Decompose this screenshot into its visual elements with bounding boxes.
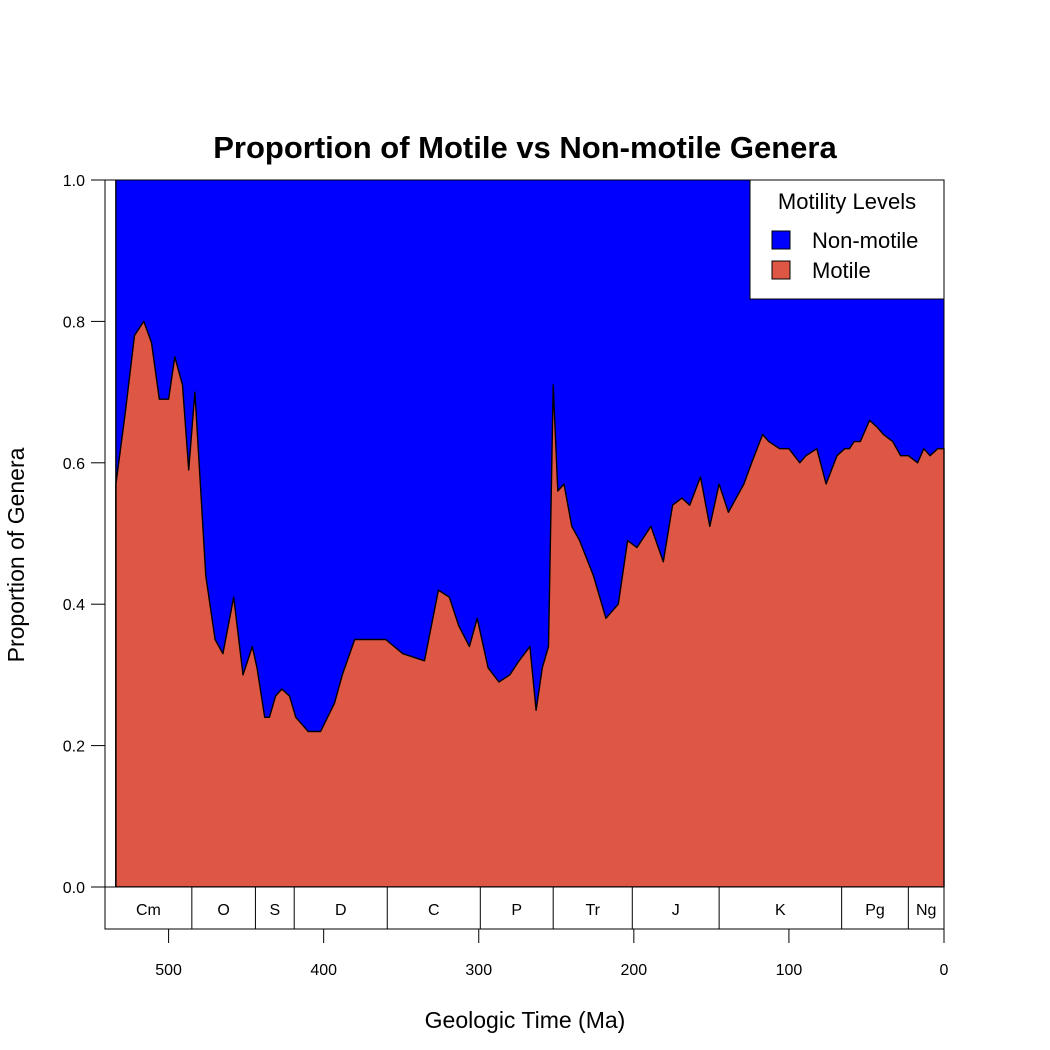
legend-label-non-motile: Non-motile bbox=[812, 228, 918, 253]
period-label: D bbox=[335, 902, 347, 919]
motile-area bbox=[115, 320, 945, 888]
y-tick-label: 1.0 bbox=[63, 173, 85, 190]
y-tick-label: 0.8 bbox=[63, 314, 85, 331]
period-label: O bbox=[217, 902, 229, 919]
x-tick-label: 100 bbox=[776, 962, 803, 979]
x-tick-label: 500 bbox=[155, 962, 182, 979]
period-label: Ng bbox=[916, 902, 936, 919]
chart-title: Proportion of Motile vs Non-motile Gener… bbox=[213, 130, 837, 165]
x-tick-label: 300 bbox=[465, 962, 492, 979]
x-axis: 500 400 300 200 100 0 bbox=[105, 928, 949, 979]
period-label: Cm bbox=[136, 902, 161, 919]
y-tick-label: 0.4 bbox=[63, 597, 85, 614]
legend-title: Motility Levels bbox=[778, 189, 916, 214]
y-tick-label: 0.0 bbox=[63, 880, 85, 897]
period-label: Pg bbox=[865, 902, 885, 919]
legend-swatch-motile bbox=[771, 260, 791, 280]
period-label: C bbox=[428, 902, 440, 919]
x-tick-label: 200 bbox=[620, 962, 647, 979]
y-tick-label: 0.2 bbox=[63, 739, 85, 756]
period-label: Tr bbox=[585, 902, 600, 919]
y-axis: 0.0 0.2 0.4 0.6 0.8 1.0 bbox=[63, 173, 106, 897]
x-tick-label: 400 bbox=[310, 962, 337, 979]
period-bar-frame bbox=[104, 886, 945, 930]
period-label: P bbox=[511, 902, 522, 919]
x-tick-label: 0 bbox=[940, 962, 949, 979]
period-label: J bbox=[672, 902, 680, 919]
period-label: S bbox=[269, 902, 280, 919]
x-axis-label: Geologic Time (Ma) bbox=[425, 1007, 626, 1033]
legend: Motility Levels Non-motile Motile bbox=[749, 179, 945, 300]
y-tick-label: 0.6 bbox=[63, 456, 85, 473]
period-bar: Cm O S D C P Tr J K Pg Ng bbox=[104, 886, 945, 930]
legend-swatch-non-motile bbox=[771, 230, 791, 250]
legend-label-motile: Motile bbox=[812, 258, 871, 283]
y-axis-label: Proportion of Genera bbox=[3, 447, 29, 662]
period-label: K bbox=[775, 902, 786, 919]
